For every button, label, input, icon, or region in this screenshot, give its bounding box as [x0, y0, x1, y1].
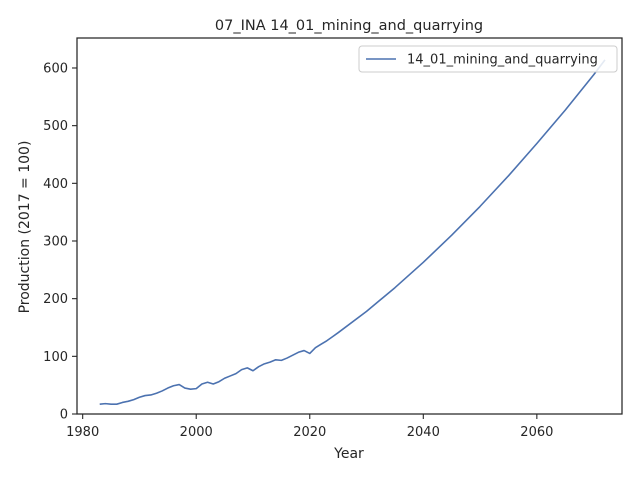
x-axis-ticks: 1980 2000 2020 2040 2060: [66, 414, 553, 440]
legend-box: [358, 45, 618, 73]
legend-label: 14_01_mining_and_quarrying: [407, 53, 598, 68]
y-tick-label: 400: [43, 177, 68, 192]
y-tick-label: 500: [43, 119, 68, 134]
legend: 14_01_mining_and_quarrying: [358, 45, 618, 73]
x-tick-label: 2000: [180, 425, 213, 440]
y-tick-label: 100: [43, 350, 68, 365]
y-axis-ticks: 0 100 200 300 400 500 600: [43, 61, 77, 423]
x-axis-label: Year: [333, 446, 364, 462]
x-tick-label: 2060: [520, 425, 553, 440]
series-line-0: [99, 59, 606, 405]
y-tick-label: 300: [43, 234, 68, 249]
x-tick-label: 2040: [407, 425, 440, 440]
axes-frame: [76, 37, 623, 415]
y-tick-label: 0: [60, 408, 68, 423]
x-tick-label: 1980: [66, 425, 99, 440]
chart-title: 07_INA 14_01_mining_and_quarrying: [215, 18, 483, 34]
y-tick-label: 600: [43, 61, 68, 76]
x-tick-label: 2020: [293, 425, 326, 440]
y-axis-label: Production (2017 = 100): [17, 141, 33, 314]
y-tick-label: 200: [43, 292, 68, 307]
plot-area: [76, 37, 623, 415]
